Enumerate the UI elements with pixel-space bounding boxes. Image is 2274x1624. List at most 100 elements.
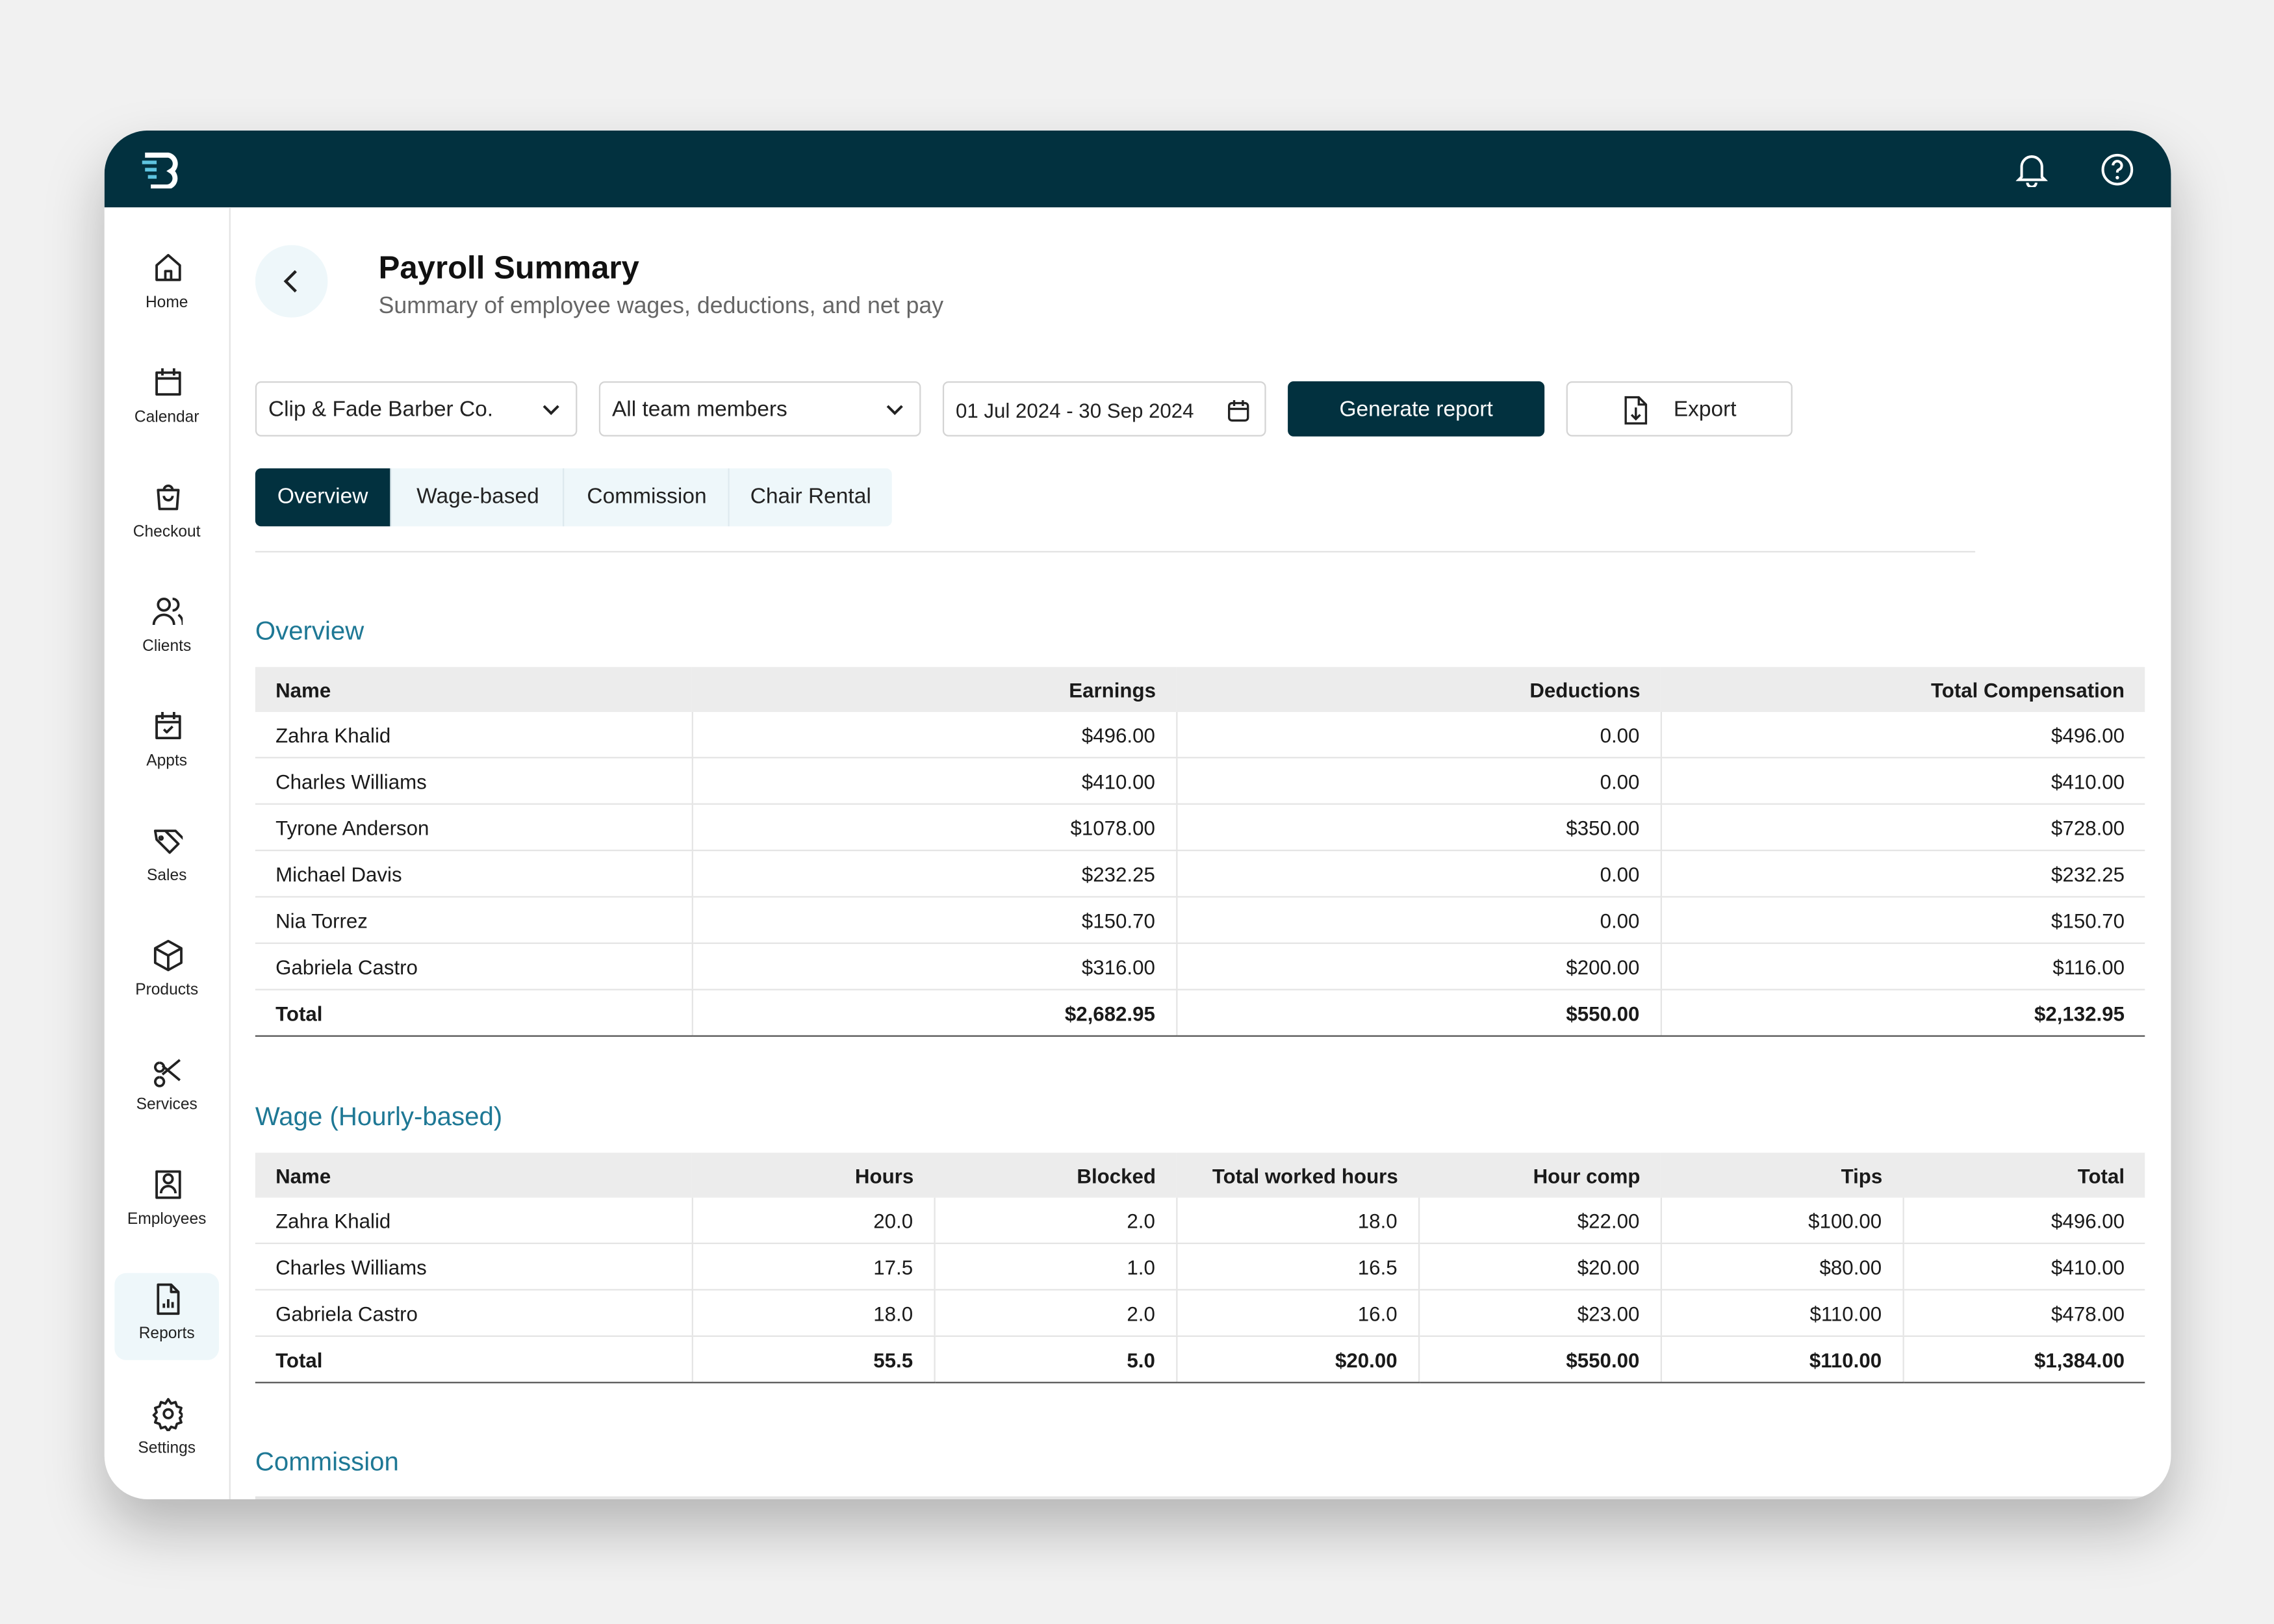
nav-item[interactable]: Checkout	[114, 471, 219, 558]
cell: 1.0	[933, 1243, 1177, 1291]
total-cell: $20.00	[1175, 1335, 1418, 1384]
nav-label: Services	[136, 1096, 198, 1114]
tab[interactable]: Wage-based	[390, 468, 565, 527]
page-title: Payroll Summary	[378, 249, 639, 286]
cell: Charles Williams	[255, 1243, 692, 1291]
table-row: Michael Davis $232.25 0.00 $232.25	[255, 850, 2145, 898]
nav-label: Checkout	[133, 523, 201, 541]
nav-item[interactable]: Employees	[114, 1158, 219, 1245]
nav-item[interactable]: Calendar	[114, 357, 219, 444]
cell: 16.0	[1175, 1289, 1418, 1337]
nav-item[interactable]: Services	[114, 1044, 219, 1131]
column-header: Total worked hours	[1176, 1152, 1418, 1198]
table-edge	[255, 1496, 2145, 1499]
nav-item[interactable]: Products	[114, 930, 219, 1017]
location-select[interactable]: Clip & Fade Barber Co.	[255, 381, 578, 437]
nav-icon	[153, 939, 183, 972]
app-window: Home Calendar Checkout Clients Appts Sales Pro…	[104, 130, 2171, 1499]
nav-item[interactable]: Clients	[114, 586, 219, 673]
nav-icon	[154, 1059, 181, 1087]
cell: 0.00	[1175, 896, 1661, 945]
column-header: Total Compensation	[1660, 666, 2145, 712]
top-bar	[104, 130, 2171, 208]
total-cell: $110.00	[1659, 1335, 1903, 1384]
nav-icon	[153, 830, 183, 854]
cell: $316.00	[691, 943, 1177, 991]
cell: 0.00	[1175, 850, 1661, 898]
column-header: Deductions	[1176, 666, 1661, 712]
total-cell: Total	[255, 1335, 692, 1384]
nav-label: Settings	[138, 1440, 196, 1458]
total-cell: 55.5	[691, 1335, 934, 1384]
column-header: Hours	[691, 1152, 934, 1198]
cell: $110.00	[1659, 1289, 1903, 1337]
table-row: Zahra Khalid $496.00 0.00 $496.00	[255, 711, 2145, 759]
cell: 0.00	[1175, 757, 1661, 805]
cell: Zahra Khalid	[255, 1197, 692, 1245]
nav-icon	[152, 1398, 183, 1432]
nav-label: Appts	[146, 752, 188, 770]
nav-icon	[155, 711, 181, 740]
table-row: Charles Williams 17.5 1.0 16.5 $20.00 $80.00 $…	[255, 1243, 2145, 1291]
cell: $20.00	[1417, 1243, 1661, 1291]
cell: 18.0	[691, 1289, 934, 1337]
total-row: Total $2,682.95 $550.00 $2,132.95	[255, 989, 2145, 1037]
nav-icon	[155, 368, 181, 396]
cell: $350.00	[1175, 804, 1661, 852]
date-range-picker[interactable]: 01 Jul 2024 - 30 Sep 2024	[942, 381, 1266, 437]
cell: Gabriela Castro	[255, 1289, 692, 1337]
generate-label: Generate report	[1339, 397, 1493, 422]
cell: Gabriela Castro	[255, 943, 692, 991]
cell: $478.00	[1902, 1289, 2145, 1337]
total-cell: Total	[255, 989, 692, 1037]
cell: $232.25	[691, 850, 1177, 898]
nav-item[interactable]: Sales	[114, 815, 219, 902]
table-row: Gabriela Castro 18.0 2.0 16.0 $23.00 $110.00 $…	[255, 1289, 2145, 1337]
cell: $1078.00	[691, 804, 1177, 852]
tab[interactable]: Commission	[563, 468, 730, 527]
cell: 16.5	[1175, 1243, 1418, 1291]
nav-item[interactable]: Reports	[114, 1273, 220, 1360]
table-row: Tyrone Anderson $1078.00 $350.00 $728.00	[255, 804, 2145, 852]
column-header: Total	[1902, 1152, 2145, 1198]
cell: $80.00	[1659, 1243, 1903, 1291]
team-select[interactable]: All team members	[598, 381, 921, 437]
cell: $728.00	[1659, 804, 2145, 852]
table-row: Charles Williams $410.00 0.00 $410.00	[255, 757, 2145, 805]
nav-label: Calendar	[134, 409, 199, 427]
cell: $410.00	[1659, 757, 2145, 805]
nav-item[interactable]: Home	[114, 242, 219, 329]
content: Payroll Summary Summary of employee wage…	[105, 131, 2171, 1499]
table-row: Nia Torrez $150.70 0.00 $150.70	[255, 896, 2145, 945]
cell: $496.00	[1659, 711, 2145, 759]
nav-icon	[157, 1283, 180, 1315]
nav-label: Home	[145, 294, 188, 312]
nav-icon	[152, 597, 183, 626]
tab[interactable]: Overview	[255, 468, 390, 527]
nav-label: Sales	[146, 867, 187, 885]
table-row: Gabriela Castro $316.00 $200.00 $116.00	[255, 943, 2145, 991]
help-button[interactable]	[2100, 152, 2135, 187]
data-table: Name Earnings Deductions Total Compensation…	[255, 666, 2145, 1037]
export-button[interactable]: Export	[1566, 381, 1793, 437]
cell: 18.0	[1175, 1197, 1418, 1245]
nav-item[interactable]: Settings	[114, 1388, 219, 1475]
cell: Charles Williams	[255, 757, 692, 805]
cell: 2.0	[933, 1289, 1177, 1337]
section-heading: Wage (Hourly-based)	[255, 1102, 503, 1132]
generate-report-button[interactable]: Generate report	[1288, 381, 1545, 437]
cell: Nia Torrez	[255, 896, 692, 945]
page-subtitle: Summary of employee wages, deductions, a…	[378, 294, 944, 320]
back-button[interactable]	[255, 245, 328, 318]
logo	[142, 152, 178, 189]
divider	[255, 551, 1976, 553]
cell: 20.0	[691, 1197, 934, 1245]
cell: $100.00	[1659, 1197, 1903, 1245]
notifications-button[interactable]	[2015, 152, 2048, 187]
nav-item[interactable]: Appts	[114, 700, 219, 787]
cell: 2.0	[933, 1197, 1177, 1245]
cell: $23.00	[1417, 1289, 1661, 1337]
total-cell: $2,132.95	[1659, 989, 2145, 1037]
tab[interactable]: Chair Rental	[728, 468, 892, 527]
